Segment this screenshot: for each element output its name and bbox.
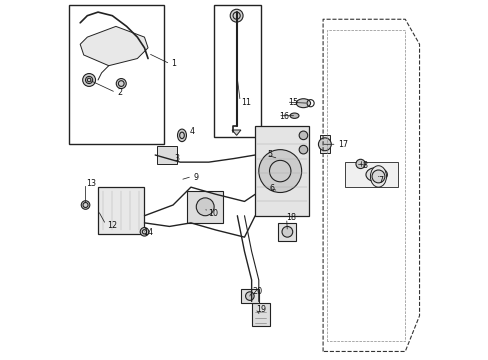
Text: 12: 12	[107, 221, 117, 230]
Text: 6: 6	[269, 184, 274, 193]
Circle shape	[245, 292, 254, 300]
Circle shape	[140, 228, 148, 236]
Text: 9: 9	[193, 173, 199, 182]
Circle shape	[371, 170, 384, 183]
Text: 19: 19	[255, 305, 265, 314]
Text: 14: 14	[142, 228, 152, 237]
Text: 20: 20	[252, 287, 262, 296]
Ellipse shape	[296, 99, 310, 108]
Circle shape	[230, 9, 243, 22]
Circle shape	[81, 201, 90, 209]
Circle shape	[116, 78, 126, 89]
Text: 15: 15	[287, 98, 298, 107]
Text: 18: 18	[286, 213, 296, 222]
Ellipse shape	[370, 166, 386, 187]
Polygon shape	[187, 191, 223, 223]
Circle shape	[82, 73, 95, 86]
Circle shape	[258, 150, 301, 193]
Text: 13: 13	[86, 179, 97, 188]
Text: 2: 2	[118, 88, 122, 97]
Text: 16: 16	[279, 112, 288, 121]
Circle shape	[355, 159, 365, 168]
Text: 4: 4	[189, 127, 194, 136]
Polygon shape	[278, 223, 296, 241]
Polygon shape	[98, 187, 144, 234]
Ellipse shape	[365, 167, 386, 182]
Ellipse shape	[289, 113, 298, 118]
Text: 17: 17	[337, 140, 347, 149]
Polygon shape	[251, 303, 269, 327]
Text: 5: 5	[267, 150, 272, 159]
Polygon shape	[157, 146, 176, 164]
Circle shape	[318, 138, 331, 151]
Circle shape	[282, 226, 292, 237]
Circle shape	[299, 145, 307, 154]
Polygon shape	[241, 289, 258, 303]
Polygon shape	[255, 126, 308, 216]
Text: 8: 8	[362, 161, 366, 170]
Polygon shape	[80, 26, 148, 66]
Circle shape	[299, 131, 307, 140]
Polygon shape	[231, 130, 241, 135]
Ellipse shape	[177, 129, 186, 141]
Text: 3: 3	[175, 154, 180, 163]
Polygon shape	[319, 135, 329, 153]
Text: 7: 7	[378, 176, 383, 185]
Text: 10: 10	[207, 210, 218, 219]
Text: 11: 11	[241, 98, 250, 107]
Circle shape	[196, 198, 214, 216]
Text: 1: 1	[171, 59, 176, 68]
Polygon shape	[344, 162, 397, 187]
